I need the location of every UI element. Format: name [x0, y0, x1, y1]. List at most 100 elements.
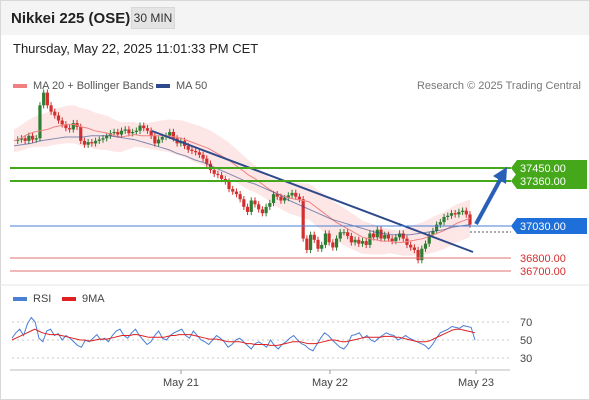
legend-ma20: MA 20 + Bollinger Bands [13, 80, 154, 92]
candle-body [449, 213, 454, 216]
candle-body [53, 111, 57, 116]
candle-body [275, 194, 279, 197]
candle-body [64, 124, 68, 129]
candle-body [331, 242, 335, 248]
candle-body [464, 210, 468, 215]
candle-body [368, 233, 372, 245]
candle-body [308, 234, 313, 250]
legend-rsi-ma: 9MA [62, 293, 105, 305]
candle-body [360, 241, 365, 244]
interval-button[interactable]: 30 MIN [131, 7, 175, 29]
candle-body [116, 131, 120, 135]
candle-body [438, 222, 442, 225]
candle-body [138, 125, 142, 131]
candle-body [431, 230, 435, 235]
candle-body [19, 138, 24, 140]
candle-body [105, 135, 109, 139]
x-tick-label-May-23: May 23 [458, 377, 494, 389]
level-tag-37030.00 [511, 218, 587, 234]
level-label-37360.00: 37360.00 [520, 176, 566, 188]
ma50-line [13, 135, 471, 236]
candle-body [227, 181, 231, 190]
candle-body [457, 211, 461, 215]
candle-body [290, 192, 294, 196]
candle-body [220, 175, 224, 179]
credit-text: Research © 2025 Trading Central [416, 80, 581, 92]
candle-body [56, 115, 61, 121]
candle-body [86, 142, 90, 145]
candle-body [349, 236, 353, 243]
candle-body [160, 137, 164, 140]
candle-body [186, 145, 190, 150]
rsi-ma-label: 9MA [82, 293, 105, 305]
candle-body [131, 131, 135, 134]
candle-body [205, 158, 209, 164]
candle-body [468, 214, 472, 225]
candle-body [416, 250, 420, 261]
candle-body [119, 130, 124, 135]
candle-body [420, 248, 424, 261]
candle-body [383, 234, 387, 239]
level-label-36800.00: 36800.00 [520, 253, 566, 265]
candle-body [427, 234, 431, 244]
candle-body [423, 243, 428, 249]
candle-body [97, 139, 101, 141]
candle-body [379, 229, 383, 239]
candle-body [79, 126, 83, 141]
candle-body [253, 200, 257, 205]
candle-body [190, 149, 194, 151]
candle-body [327, 233, 331, 243]
candle-body [338, 232, 342, 239]
candle-body [372, 233, 376, 238]
candle-body [34, 138, 38, 140]
ma20-label: MA 20 + Bollinger Bands [33, 80, 154, 92]
candle-body [30, 135, 35, 140]
candle-body [397, 233, 402, 238]
candle-body [168, 131, 172, 136]
candle-body [260, 209, 264, 214]
target-arrow-shaft [474, 179, 502, 225]
candle-body [142, 125, 146, 129]
ma50-label: MA 50 [176, 80, 208, 92]
candle-body [134, 130, 138, 132]
candle-body [357, 239, 361, 244]
candle-body [279, 196, 283, 201]
candle-body [231, 189, 235, 192]
level-tag-37360.00 [511, 173, 587, 189]
candle-body [249, 200, 253, 212]
trend-line [151, 130, 474, 253]
candle-body [23, 138, 27, 141]
candle-body [112, 131, 116, 134]
candle-body [446, 215, 450, 217]
x-tick-label-May-22: May 22 [312, 377, 348, 389]
instrument-title: Nikkei 225 (OSE) [11, 10, 131, 27]
rsi-label: RSI [33, 293, 52, 305]
candle-body [264, 206, 268, 214]
candle-body [386, 234, 391, 239]
rsi-tick-30: 30 [520, 353, 532, 365]
candle-body [212, 170, 216, 174]
candle-body [127, 129, 131, 134]
candle-body [257, 204, 261, 210]
candle-body [294, 192, 298, 197]
level-label-36700.00: 36700.00 [520, 266, 566, 278]
rsi-ma-swatch [62, 297, 76, 301]
target-arrow-head [493, 167, 507, 184]
candle-body [320, 244, 324, 249]
candle-body [194, 151, 198, 153]
candle-body [101, 138, 105, 140]
candle-body [82, 140, 87, 145]
x-tick-label-May-21: May 21 [163, 377, 199, 389]
timestamp: Thursday, May 22, 2025 11:01:33 PM CET [13, 41, 259, 56]
candle-body [323, 233, 328, 245]
candle-body [401, 233, 405, 239]
candle-body [68, 128, 72, 130]
candle-body [245, 206, 250, 212]
candle-body [364, 241, 368, 245]
ma20-line [13, 123, 471, 243]
candle-body [297, 196, 302, 200]
candle-body [435, 224, 439, 231]
level-tag-37450.00 [511, 160, 587, 176]
candle-body [305, 238, 309, 250]
